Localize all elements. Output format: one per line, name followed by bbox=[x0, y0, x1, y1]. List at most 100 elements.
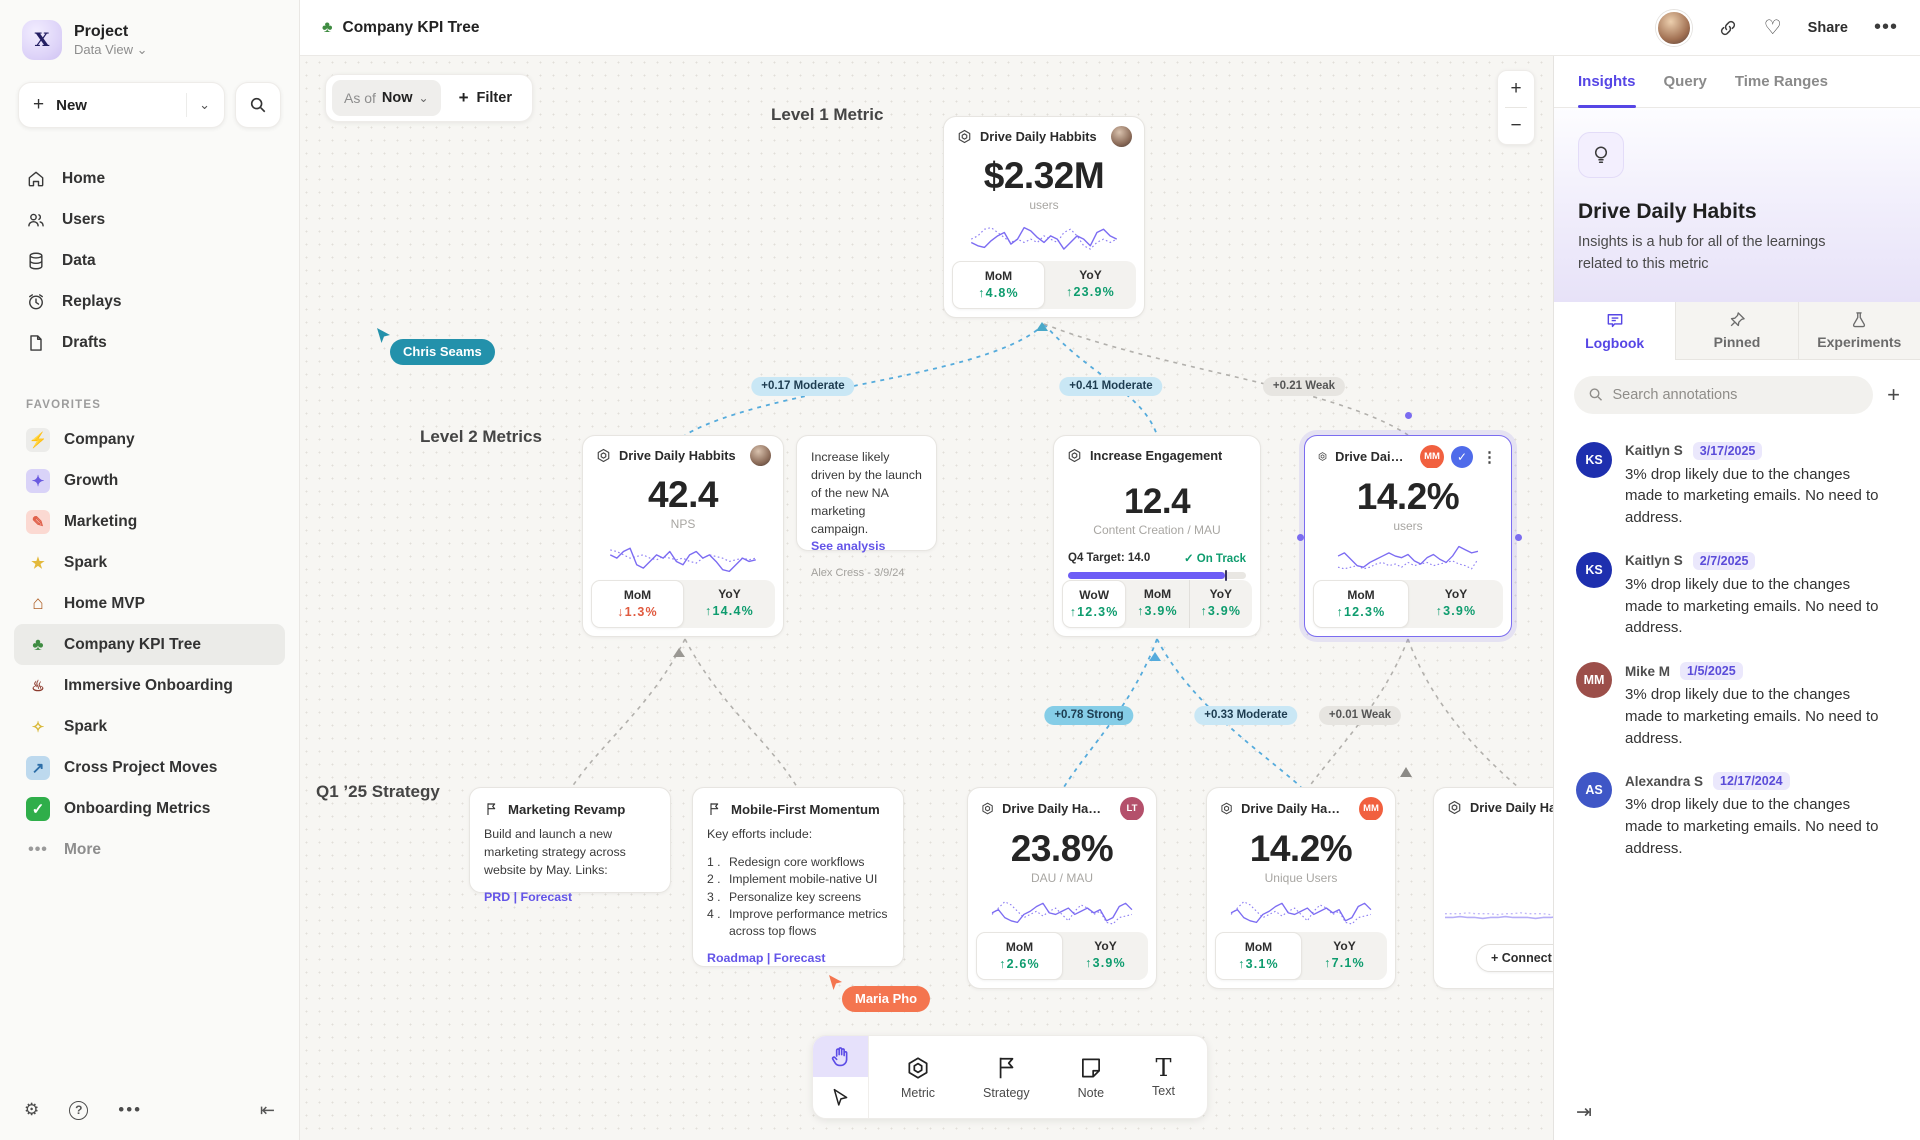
edge-correlation-label: +0.78 Strong bbox=[1044, 706, 1134, 725]
metric-unit: NPS bbox=[670, 517, 696, 532]
mom-toggle[interactable]: MoM ↑2.6% bbox=[976, 932, 1063, 980]
sidebar-item-users[interactable]: Users bbox=[14, 199, 285, 240]
sidebar-item-label: Home MVP bbox=[64, 594, 145, 612]
text-tool-button[interactable]: T Text bbox=[1152, 1053, 1175, 1098]
strategy-card-mobile-first[interactable]: Mobile-First Momentum Key efforts includ… bbox=[692, 787, 904, 967]
text-icon: T bbox=[1155, 1053, 1172, 1082]
metric-footer: WoW ↑12.3% MoM ↑3.9% YoY ↑3.9% bbox=[1062, 580, 1252, 628]
target-progress-bar bbox=[1068, 570, 1246, 581]
metric-title: Drive Daily Habbits bbox=[1241, 801, 1345, 817]
sidebar-item-replays[interactable]: Replays bbox=[14, 281, 285, 322]
annotation-item[interactable]: AS Alexandra S 12/17/2024 3% drop likely… bbox=[1576, 772, 1898, 859]
more-menu-icon[interactable]: ••• bbox=[1873, 16, 1898, 38]
settings-gear-icon[interactable]: ⚙ bbox=[24, 1100, 40, 1119]
as-of-dropdown[interactable]: As of Now ⌄ bbox=[332, 80, 441, 116]
connect-button[interactable]: + Connect bbox=[1476, 944, 1553, 972]
sidebar-item-home[interactable]: Home bbox=[14, 158, 285, 199]
tab-pinned[interactable]: Pinned bbox=[1675, 301, 1798, 360]
connection-dot[interactable] bbox=[1405, 412, 1412, 419]
sidebar-item-growth[interactable]: ✦ Growth bbox=[14, 460, 285, 501]
help-icon[interactable]: ? bbox=[69, 1100, 89, 1120]
flask-icon bbox=[1853, 312, 1866, 328]
mom-toggle[interactable]: MoM ↑4.8% bbox=[952, 261, 1045, 309]
metric-card-users-selected[interactable]: Drive Daily Habb.. MM ✓ ⋮ 14.2% users Mo… bbox=[1304, 435, 1512, 637]
mom-toggle[interactable]: MoM ↓1.3% bbox=[591, 580, 684, 628]
metric-card-engagement[interactable]: Increase Engagement 12.4 Content Creatio… bbox=[1053, 435, 1261, 637]
metric-tool-button[interactable]: Metric bbox=[901, 1055, 935, 1100]
metric-card-dau-mau[interactable]: Drive Daily Habbits LT 23.8% DAU / MAU M… bbox=[967, 787, 1157, 989]
tab-time-ranges[interactable]: Time Ranges bbox=[1734, 73, 1828, 90]
metric-title: Drive Daily Habbits bbox=[1002, 801, 1106, 817]
collapse-panel-icon[interactable]: ⇥ bbox=[1576, 1102, 1592, 1123]
metric-unit: DAU / MAU bbox=[1030, 871, 1093, 886]
yoy-toggle[interactable]: YoY ↑3.9% bbox=[1435, 587, 1477, 618]
metric-card-partial[interactable]: Drive Daily Hab + Connect bbox=[1433, 787, 1553, 989]
sparkline-chart bbox=[970, 227, 1118, 251]
user-avatar[interactable] bbox=[1655, 9, 1692, 46]
tab-insights[interactable]: Insights bbox=[1578, 56, 1636, 108]
project-switcher[interactable]: X Project Data View ⌄ bbox=[0, 0, 299, 68]
sidebar-item-home-mvp[interactable]: ⌂ Home MVP bbox=[14, 583, 285, 624]
strategy-links[interactable]: Roadmap | Forecast bbox=[707, 950, 826, 965]
yoy-toggle[interactable]: YoY ↑3.9% bbox=[1188, 580, 1252, 628]
sidebar-item-spark-2[interactable]: ✧ Spark bbox=[14, 706, 285, 747]
connection-dot[interactable] bbox=[1515, 534, 1522, 541]
document-icon bbox=[30, 334, 42, 351]
metric-title: Drive Daily Hab bbox=[1470, 800, 1553, 815]
wow-toggle[interactable]: WoW ↑12.3% bbox=[1062, 580, 1127, 628]
add-annotation-button[interactable]: + bbox=[1887, 381, 1900, 407]
chevron-down-icon[interactable]: ⌄ bbox=[199, 97, 210, 112]
sidebar-item-data[interactable]: Data bbox=[14, 240, 285, 281]
kpi-tree-canvas[interactable]: As of Now ⌄ + Filter + − Level 1 Metric … bbox=[300, 56, 1553, 1140]
mom-toggle[interactable]: MoM ↑3.9% bbox=[1137, 587, 1178, 618]
share-button[interactable]: Share bbox=[1807, 19, 1848, 36]
strategy-card-marketing-revamp[interactable]: Marketing Revamp Build and launch a new … bbox=[469, 787, 671, 904]
strategy-item: Redesign core workflows bbox=[707, 854, 865, 872]
hand-tool-button[interactable] bbox=[813, 1036, 868, 1077]
copy-link-icon[interactable] bbox=[1718, 18, 1738, 38]
new-button[interactable]: + New ⌄ bbox=[18, 82, 225, 128]
mom-toggle[interactable]: MoM ↑3.1% bbox=[1215, 932, 1302, 980]
metric-card-level1[interactable]: Drive Daily Habbits $2.32M users MoM ↑4.8… bbox=[943, 116, 1145, 318]
collapse-sidebar-icon[interactable]: ⇤ bbox=[259, 1099, 275, 1120]
tab-logbook[interactable]: Logbook bbox=[1554, 301, 1676, 360]
sidebar-item-immersive-onboarding[interactable]: ♨ Immersive Onboarding bbox=[14, 665, 285, 706]
select-tool-button[interactable] bbox=[813, 1077, 868, 1118]
annotation-search-input[interactable] bbox=[1612, 386, 1860, 403]
note-card[interactable]: Increase likely driven by the launch of … bbox=[796, 435, 937, 579]
metric-card-unique-users[interactable]: Drive Daily Habbits MM 14.2% Unique User… bbox=[1206, 787, 1396, 989]
sidebar-item-more[interactable]: ••• More bbox=[14, 829, 285, 870]
sidebar-item-marketing[interactable]: ✎ Marketing bbox=[14, 501, 285, 542]
sidebar-item-onboarding-metrics[interactable]: ✓ Onboarding Metrics bbox=[14, 788, 285, 829]
sidebar-item-company-kpi-tree[interactable]: ♣ Company KPI Tree bbox=[14, 624, 285, 665]
sidebar-item-company[interactable]: ⚡ Company bbox=[14, 419, 285, 460]
connection-dot[interactable] bbox=[1297, 534, 1304, 541]
sidebar-item-spark[interactable]: ★ Spark bbox=[14, 542, 285, 583]
zoom-out-button[interactable]: − bbox=[1510, 115, 1522, 136]
yoy-toggle[interactable]: YoY ↑14.4% bbox=[705, 587, 754, 618]
tab-query[interactable]: Query bbox=[1663, 73, 1707, 90]
yoy-toggle[interactable]: YoY ↑23.9% bbox=[1066, 268, 1115, 299]
see-analysis-link[interactable]: See analysis bbox=[811, 538, 886, 553]
yoy-toggle[interactable]: YoY ↑7.1% bbox=[1324, 939, 1365, 970]
filter-button[interactable]: + Filter bbox=[458, 88, 512, 107]
more-options-icon[interactable]: ••• bbox=[118, 1100, 143, 1119]
note-tool-button[interactable]: Note bbox=[1078, 1055, 1104, 1100]
sidebar-item-cross-project-moves[interactable]: ↗ Cross Project Moves bbox=[14, 747, 285, 788]
zoom-in-button[interactable]: + bbox=[1510, 78, 1522, 99]
tab-experiments[interactable]: Experiments bbox=[1797, 301, 1920, 360]
card-menu-icon[interactable]: ⋮ bbox=[1482, 448, 1497, 466]
annotation-item[interactable]: MM Mike M 1/5/2025 3% drop likely due to… bbox=[1576, 662, 1898, 749]
project-view-dropdown[interactable]: Data View ⌄ bbox=[74, 41, 148, 57]
strategy-tool-button[interactable]: Strategy bbox=[983, 1055, 1030, 1100]
annotation-search[interactable] bbox=[1574, 375, 1874, 414]
favorite-heart-icon[interactable]: ♡ bbox=[1763, 17, 1782, 39]
yoy-toggle[interactable]: YoY ↑3.9% bbox=[1085, 939, 1126, 970]
strategy-links[interactable]: PRD | Forecast bbox=[484, 889, 573, 904]
sidebar-item-drafts[interactable]: Drafts bbox=[14, 322, 285, 363]
annotation-item[interactable]: KS Kaitlyn S 3/17/2025 3% drop likely du… bbox=[1576, 441, 1898, 529]
sidebar-search-button[interactable] bbox=[235, 82, 281, 128]
annotation-item[interactable]: KS Kaitlyn S 2/7/2025 3% drop likely due… bbox=[1576, 551, 1898, 639]
mom-toggle[interactable]: MoM ↑12.3% bbox=[1313, 580, 1409, 628]
metric-card-nps[interactable]: Drive Daily Habbits 42.4 NPS MoM ↓1.3% Yo… bbox=[582, 435, 784, 637]
